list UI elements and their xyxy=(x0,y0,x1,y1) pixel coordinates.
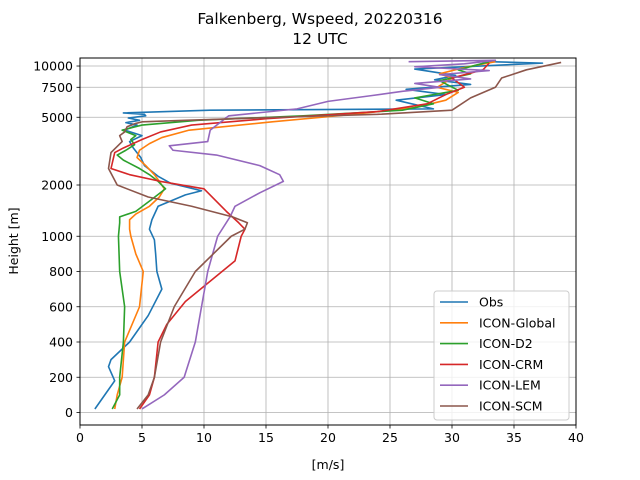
x-tick-label: 5 xyxy=(138,430,146,445)
series-line-icon-scm xyxy=(107,61,562,410)
series-line-icon-lem xyxy=(141,59,497,410)
y-tick-label: 5000 xyxy=(41,110,73,125)
y-tick-label: 1000 xyxy=(41,229,73,244)
y-tick-label: 200 xyxy=(49,370,73,385)
series-lines xyxy=(94,59,562,410)
x-tick-label: 20 xyxy=(320,430,336,445)
x-tick-label: 35 xyxy=(506,430,522,445)
x-axis-label: [m/s] xyxy=(312,457,345,472)
y-axis-label: Height [m] xyxy=(6,207,21,274)
x-tick-label: 15 xyxy=(258,430,274,445)
legend-label: Obs xyxy=(479,295,503,310)
legend-label: ICON-Global xyxy=(479,315,555,330)
axis-ticks: 0 5 10 15 20 25 30 35 40020040060080010002000500… xyxy=(33,59,584,445)
series-line-icon-crm xyxy=(110,62,490,410)
x-tick-label: 10 xyxy=(196,430,212,445)
x-tick-label: 40 xyxy=(568,430,584,445)
chart-title: Falkenberg, Wspeed, 20220316 xyxy=(197,10,442,28)
legend-label: ICON-CRM xyxy=(479,357,543,372)
legend-label: ICON-LEM xyxy=(479,378,541,393)
series-line-icon-d2 xyxy=(111,60,490,410)
series-line-icon-global xyxy=(113,60,496,410)
x-tick-label: 25 xyxy=(382,430,398,445)
y-tick-label: 800 xyxy=(49,264,73,279)
x-tick-label: 0 xyxy=(76,430,84,445)
legend: Obs ICON-Global ICON-D2 ICON-CRM ICON-LEM ICO… xyxy=(433,290,570,421)
y-tick-label: 0 xyxy=(65,405,73,420)
y-tick-label: 2000 xyxy=(41,178,73,193)
y-tick-label: 400 xyxy=(49,335,73,350)
chart-subtitle: 12 UTC xyxy=(292,30,347,48)
y-tick-label: 600 xyxy=(49,299,73,314)
y-tick-label: 7500 xyxy=(41,80,73,95)
y-tick-label: 10000 xyxy=(33,59,73,74)
legend-label: ICON-D2 xyxy=(479,336,533,351)
x-tick-label: 30 xyxy=(444,430,460,445)
legend-label: ICON-SCM xyxy=(479,399,543,414)
